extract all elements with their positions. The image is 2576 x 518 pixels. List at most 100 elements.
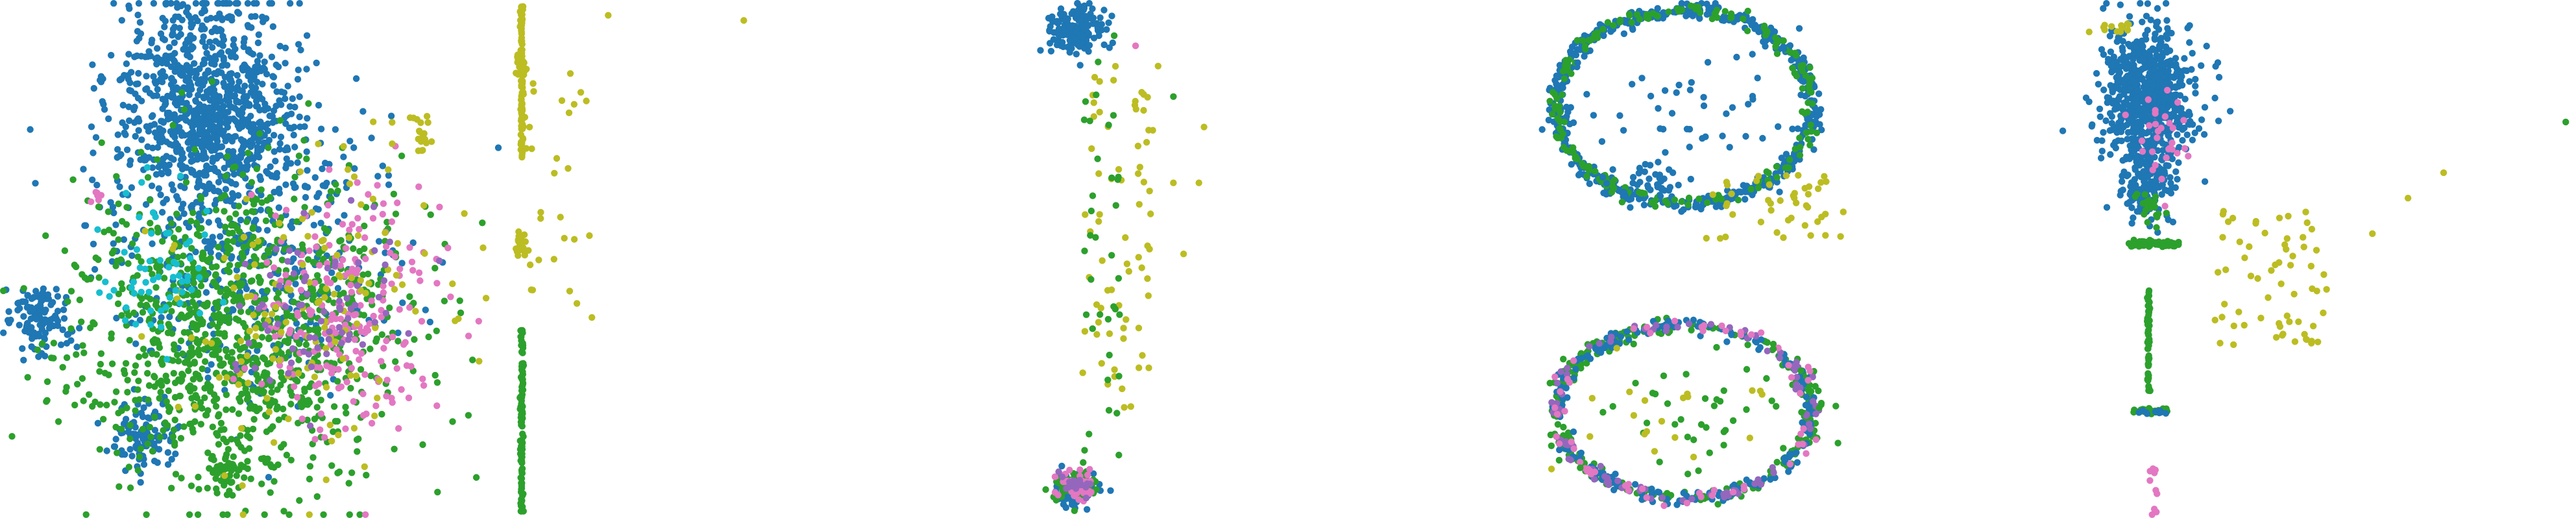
- scatter-point: [282, 319, 290, 326]
- scatter-point: [149, 271, 156, 278]
- scatter-point: [1656, 175, 1663, 182]
- scatter-point: [188, 286, 195, 293]
- scatter-point: [313, 272, 321, 279]
- scatter-point: [200, 346, 208, 353]
- scatter-point: [150, 0, 158, 7]
- scatter-point: [482, 295, 490, 302]
- scatter-point: [1729, 211, 1736, 218]
- scatter-point: [1789, 64, 1796, 72]
- scatter-point: [234, 437, 241, 444]
- series-cyan: [94, 164, 227, 363]
- scatter-point: [339, 256, 346, 264]
- scatter-point: [147, 219, 154, 227]
- scatter-point: [154, 143, 162, 151]
- scatter-point: [1089, 20, 1097, 27]
- scatter-point: [311, 373, 319, 380]
- scatter-point: [0, 287, 7, 295]
- scatter-point: [168, 484, 175, 492]
- scatter-point: [1686, 86, 1694, 93]
- scatter-point: [258, 95, 266, 103]
- scatter-point: [60, 306, 67, 314]
- scatter-point: [285, 415, 292, 423]
- scatter-point: [320, 511, 327, 518]
- scatter-point: [247, 475, 254, 482]
- scatter-point: [267, 489, 274, 496]
- scatter-point: [354, 448, 361, 455]
- scatter-panel-2: [513, 0, 1025, 518]
- scatter-point: [255, 226, 262, 233]
- scatter-point: [529, 80, 537, 87]
- scatter-point: [1782, 164, 1789, 171]
- scatter-point: [1147, 210, 1154, 217]
- scatter-point: [47, 321, 55, 328]
- scatter-point: [343, 410, 350, 417]
- scatter-point: [47, 301, 55, 308]
- scatter-point: [515, 228, 522, 236]
- scatter-point: [206, 388, 214, 395]
- scatter-point: [89, 176, 96, 184]
- scatter-point: [333, 346, 340, 353]
- scatter-point: [203, 256, 210, 264]
- scatter-point: [164, 111, 171, 118]
- scatter-point: [352, 347, 359, 355]
- scatter-point: [123, 190, 130, 197]
- scatter-point: [73, 351, 80, 358]
- scatter-point: [206, 38, 213, 45]
- scatter-point: [479, 219, 486, 227]
- series-olive: [520, 70, 596, 321]
- scatter-point: [1726, 143, 1733, 151]
- scatter-point: [227, 76, 234, 83]
- scatter-point: [354, 282, 361, 290]
- scatter-point: [308, 363, 315, 371]
- scatter-point: [1699, 135, 1706, 142]
- scatter-point: [389, 399, 396, 406]
- scatter-point: [196, 274, 203, 281]
- scatter-point: [187, 254, 194, 262]
- scatter-point: [181, 314, 188, 321]
- scatter-point: [189, 323, 197, 330]
- scatter-point: [276, 140, 284, 147]
- scatter-point: [1796, 134, 1803, 142]
- scatter-point: [28, 343, 35, 351]
- scatter-point: [1086, 430, 1093, 438]
- scatter-point: [294, 159, 301, 166]
- scatter-point: [188, 351, 195, 358]
- scatter-point: [249, 241, 256, 249]
- scatter-point: [158, 59, 166, 67]
- scatter-point: [138, 136, 145, 143]
- scatter-point: [196, 310, 204, 317]
- scatter-point: [54, 308, 62, 315]
- scatter-point: [379, 162, 386, 169]
- scatter-point: [276, 42, 284, 50]
- scatter-point: [423, 112, 431, 120]
- scatter-point: [326, 328, 333, 336]
- scatter-point: [335, 431, 342, 439]
- scatter-point: [256, 341, 263, 349]
- scatter-point: [216, 319, 224, 327]
- scatter-point: [108, 258, 116, 265]
- scatter-point: [223, 291, 230, 299]
- scatter-point: [199, 0, 206, 7]
- scatter-point: [589, 314, 596, 321]
- scatter-point: [215, 179, 223, 186]
- scatter-point: [256, 130, 263, 137]
- scatter-point: [123, 146, 131, 153]
- scatter-point: [1627, 204, 1634, 211]
- scatter-point: [287, 359, 295, 367]
- scatter-point: [253, 165, 260, 173]
- scatter-point: [370, 203, 378, 210]
- scatter-point: [1574, 59, 1581, 66]
- scatter-point: [1567, 50, 1575, 58]
- scatter-point: [132, 340, 140, 347]
- scatter-point: [93, 189, 101, 197]
- scatter-point: [1069, 22, 1076, 29]
- scatter-point: [221, 108, 229, 116]
- scatter-point: [1086, 117, 1093, 125]
- scatter-point: [177, 31, 184, 38]
- scatter-point: [137, 445, 144, 452]
- scatter-point: [211, 134, 218, 141]
- scatter-point: [1136, 364, 1143, 371]
- scatter-point: [143, 123, 151, 130]
- scatter-point: [303, 66, 310, 73]
- scatter-point: [144, 360, 152, 367]
